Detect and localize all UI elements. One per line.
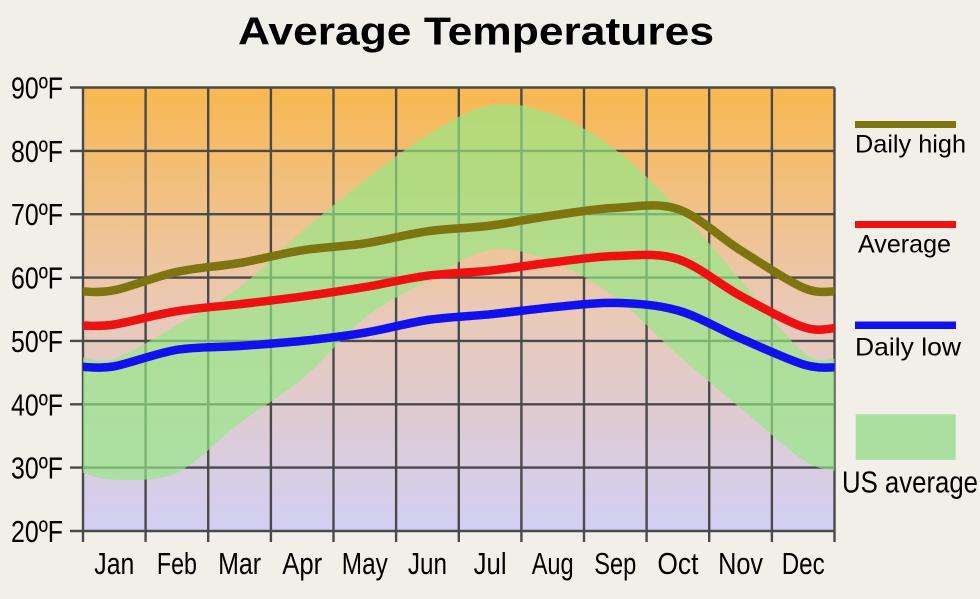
svg-text:Jul: Jul [474, 546, 507, 581]
svg-text:60ºF: 60ºF [11, 261, 63, 296]
svg-text:May: May [342, 546, 388, 581]
svg-text:70ºF: 70ºF [11, 197, 63, 232]
svg-text:40ºF: 40ºF [11, 387, 63, 422]
svg-text:30ºF: 30ºF [11, 451, 63, 486]
svg-text:90ºF: 90ºF [11, 71, 63, 106]
svg-text:Apr: Apr [282, 546, 322, 581]
svg-text:Aug: Aug [532, 546, 574, 581]
svg-text:Jan: Jan [94, 546, 134, 581]
svg-text:50ºF: 50ºF [11, 324, 63, 359]
svg-text:Jun: Jun [408, 546, 447, 581]
svg-text:20ºF: 20ºF [11, 514, 63, 549]
svg-text:80ºF: 80ºF [11, 134, 63, 169]
svg-text:Daily high: Daily high [855, 131, 966, 159]
svg-text:Mar: Mar [218, 546, 261, 581]
svg-text:Oct: Oct [657, 546, 698, 581]
svg-text:Nov: Nov [718, 546, 763, 581]
svg-text:US average: US average [842, 465, 978, 499]
svg-text:Sep: Sep [594, 546, 636, 581]
svg-text:Average: Average [858, 231, 951, 259]
svg-text:Feb: Feb [157, 546, 197, 581]
svg-text:Daily low: Daily low [855, 333, 962, 361]
svg-text:Dec: Dec [782, 546, 825, 581]
svg-text:Average Temperatures: Average Temperatures [238, 11, 714, 54]
